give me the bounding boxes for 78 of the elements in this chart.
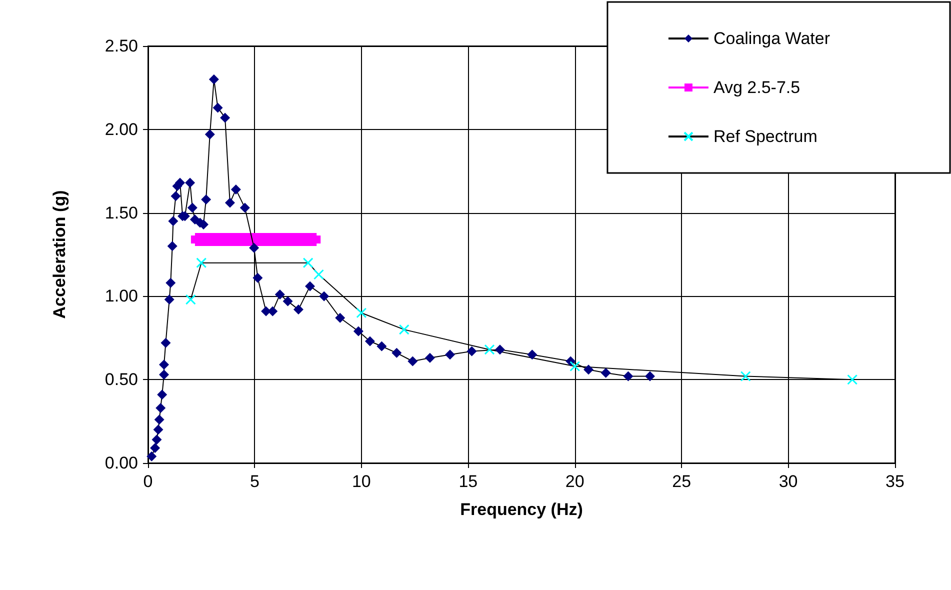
y-tick-label: 2.00 — [104, 120, 138, 139]
point — [282, 296, 293, 306]
point — [740, 371, 751, 382]
point — [293, 304, 304, 315]
point — [466, 346, 477, 356]
point — [157, 390, 168, 400]
point — [644, 371, 655, 382]
point — [187, 202, 198, 213]
x-tick-label: 15 — [458, 472, 478, 491]
y-axis-title: Acceleration (g) — [50, 190, 69, 319]
point — [167, 241, 178, 252]
point — [335, 312, 346, 323]
point — [185, 294, 196, 305]
x-tick-label: 35 — [886, 472, 904, 491]
y-tick-label: 0.50 — [104, 370, 138, 390]
point — [484, 344, 495, 355]
point — [570, 361, 580, 372]
point — [313, 269, 324, 280]
point — [185, 178, 196, 188]
point — [201, 194, 212, 204]
point — [392, 348, 402, 358]
point — [249, 242, 260, 253]
point — [150, 442, 160, 453]
point — [240, 202, 250, 213]
y-tick-label: 0.00 — [104, 454, 138, 472]
point — [527, 350, 538, 360]
point — [224, 198, 235, 208]
x-axis-title: Frequency (Hz) — [460, 500, 583, 519]
legend-label: Coalinga Water — [713, 29, 830, 48]
x-tick-label: 0 — [143, 472, 153, 491]
point — [159, 370, 170, 380]
point — [376, 341, 387, 352]
point — [268, 306, 278, 316]
point — [566, 356, 576, 366]
point — [353, 326, 364, 336]
point — [159, 360, 170, 370]
point — [170, 191, 181, 202]
point — [319, 291, 330, 302]
y-tick-label: 1.00 — [104, 286, 138, 306]
point — [212, 102, 223, 113]
x-tick-label: 25 — [672, 472, 692, 491]
point — [600, 368, 611, 378]
x-tick-label: 5 — [250, 472, 260, 491]
point — [847, 374, 858, 385]
point — [304, 281, 315, 292]
point — [152, 434, 162, 445]
point — [252, 272, 263, 283]
point — [153, 424, 164, 435]
point — [356, 308, 367, 318]
point — [424, 352, 435, 363]
point — [160, 338, 171, 348]
point — [166, 278, 176, 288]
x-tick-label: 30 — [778, 472, 798, 491]
y-tick-label: 1.50 — [104, 203, 138, 222]
point — [164, 294, 174, 305]
y-tick-label: 2.50 — [104, 36, 138, 56]
point — [274, 290, 285, 300]
x-tick-label: 10 — [352, 472, 371, 491]
point — [408, 356, 418, 366]
point — [364, 336, 375, 346]
point — [494, 344, 505, 355]
legend-label: Ref Spectrum — [713, 127, 818, 146]
point — [204, 129, 215, 140]
point — [208, 74, 219, 84]
x-tick-label: 20 — [565, 472, 584, 491]
point — [168, 216, 178, 226]
point — [584, 364, 594, 375]
point — [302, 258, 314, 268]
point — [623, 371, 634, 382]
point — [445, 350, 455, 360]
point — [196, 258, 207, 268]
point — [154, 414, 164, 425]
point — [398, 324, 410, 335]
legend-label: Avg 2.5-7.5 — [713, 78, 800, 97]
point — [146, 451, 157, 462]
point — [220, 112, 230, 123]
point — [230, 184, 241, 194]
point — [156, 402, 166, 413]
